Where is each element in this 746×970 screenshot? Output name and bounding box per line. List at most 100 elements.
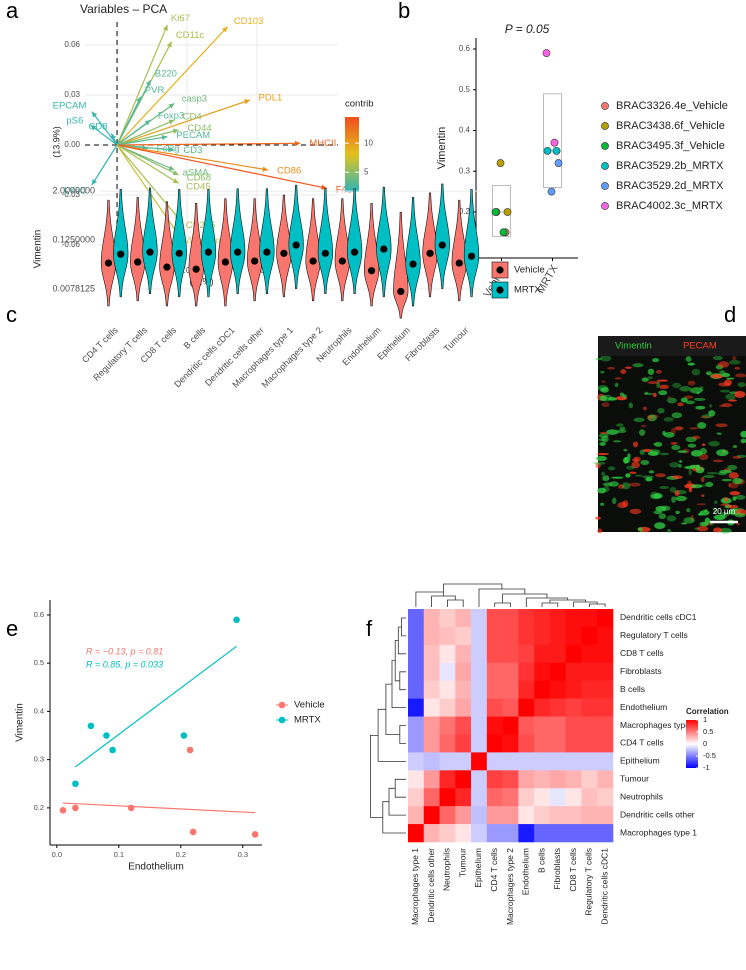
stain bbox=[628, 402, 633, 409]
column-dendrogram bbox=[415, 583, 606, 607]
stain bbox=[684, 395, 694, 399]
heat-cell bbox=[518, 788, 535, 807]
stain bbox=[719, 404, 726, 408]
stain bbox=[736, 454, 746, 459]
heat-cell bbox=[597, 626, 614, 646]
heat-cell bbox=[408, 788, 425, 807]
arrow-head bbox=[91, 179, 97, 185]
row-label: B cells bbox=[620, 684, 645, 694]
y-tick-label: 0.6 bbox=[459, 44, 471, 53]
stain bbox=[639, 449, 645, 456]
box bbox=[543, 93, 562, 189]
y-axis-title: Vimentin bbox=[436, 127, 448, 170]
stain bbox=[697, 422, 707, 429]
variable-label: pS6 bbox=[66, 115, 83, 126]
heat-cell bbox=[471, 752, 488, 771]
median-point bbox=[409, 260, 417, 268]
stain bbox=[736, 522, 741, 526]
point bbox=[251, 831, 259, 838]
heat-cell bbox=[534, 609, 551, 628]
heat-cell bbox=[597, 734, 614, 753]
violin bbox=[142, 187, 158, 294]
heat-cell bbox=[439, 626, 456, 646]
heat-cell bbox=[455, 716, 472, 735]
stain bbox=[614, 377, 622, 380]
heat-cell bbox=[423, 824, 440, 843]
heat-cell bbox=[581, 609, 598, 628]
column-label: Fibroblasts bbox=[552, 848, 562, 890]
stain bbox=[729, 491, 741, 496]
column-label: Epithelium bbox=[473, 848, 483, 888]
arrow-head bbox=[162, 25, 168, 31]
heat-cell bbox=[486, 716, 503, 735]
colorbar-label: 0.5 bbox=[703, 727, 713, 736]
arrow-head bbox=[172, 128, 179, 134]
variable-label: PVR bbox=[145, 85, 165, 96]
heat-cell bbox=[486, 644, 503, 664]
heat-cell bbox=[408, 806, 425, 825]
y-tick-label: 0.2 bbox=[459, 207, 471, 216]
heat-cell bbox=[423, 609, 440, 628]
heat-cell bbox=[408, 609, 425, 628]
heat-cell bbox=[549, 662, 566, 681]
stain bbox=[642, 475, 654, 479]
stain bbox=[670, 441, 678, 445]
stain bbox=[671, 444, 681, 451]
colorbar-label: 1 bbox=[703, 715, 707, 724]
heat-cell bbox=[423, 680, 440, 699]
column-label: Neutrophils bbox=[442, 848, 452, 891]
violin bbox=[171, 189, 187, 298]
variable-label: Foxp3 bbox=[158, 110, 184, 121]
stain bbox=[601, 471, 605, 476]
variable-label: B220 bbox=[155, 68, 177, 79]
heat-cell bbox=[502, 662, 519, 681]
stain bbox=[657, 407, 665, 414]
heat-cell bbox=[518, 662, 535, 681]
point bbox=[543, 146, 552, 155]
arrow-head bbox=[168, 103, 175, 109]
stain bbox=[690, 484, 703, 489]
stain bbox=[702, 443, 706, 446]
stain bbox=[614, 382, 619, 388]
point bbox=[103, 732, 110, 739]
stain bbox=[686, 507, 691, 513]
heat-cell bbox=[549, 824, 566, 843]
row-label: Tumour bbox=[620, 774, 649, 784]
stain bbox=[599, 395, 608, 402]
stain bbox=[717, 471, 728, 476]
heat-cell bbox=[439, 824, 456, 843]
heat-cell bbox=[534, 698, 551, 717]
row-label: CD8 T cells bbox=[620, 648, 664, 658]
heat-cell bbox=[502, 806, 519, 825]
stain bbox=[721, 478, 733, 482]
x-tick-label: 0.05 bbox=[179, 266, 195, 275]
stain bbox=[659, 452, 670, 456]
y-tick-label: 0.6 bbox=[34, 610, 44, 619]
violin bbox=[288, 184, 304, 289]
stain bbox=[647, 415, 653, 421]
y-tick-label: 0.1250000 bbox=[52, 234, 95, 244]
y-tick-label: 0.4 bbox=[459, 126, 471, 135]
stain bbox=[712, 356, 723, 361]
stain bbox=[734, 512, 746, 518]
heat-cell bbox=[565, 626, 582, 646]
stain bbox=[699, 510, 710, 516]
arrow-head bbox=[168, 119, 175, 125]
stain bbox=[597, 528, 603, 534]
heat-cell bbox=[471, 680, 488, 699]
variable-label: CD68 bbox=[187, 173, 211, 184]
y-tick-label: 0.5 bbox=[459, 85, 471, 94]
heat-cell bbox=[597, 716, 614, 735]
heat-cell bbox=[408, 698, 425, 717]
y-tick-label: 0.00 bbox=[64, 140, 80, 149]
violin bbox=[113, 189, 129, 298]
row-label: Fibroblasts bbox=[620, 666, 662, 676]
legend-title: contrib bbox=[345, 99, 374, 110]
arrow bbox=[117, 142, 301, 146]
point bbox=[180, 732, 188, 739]
violin bbox=[159, 201, 175, 307]
column-label: Dendritic cells cDC1 bbox=[599, 848, 609, 925]
stain bbox=[724, 379, 733, 386]
legend-label: MRTX bbox=[514, 285, 541, 296]
variable-label: LY6C bbox=[64, 185, 87, 196]
